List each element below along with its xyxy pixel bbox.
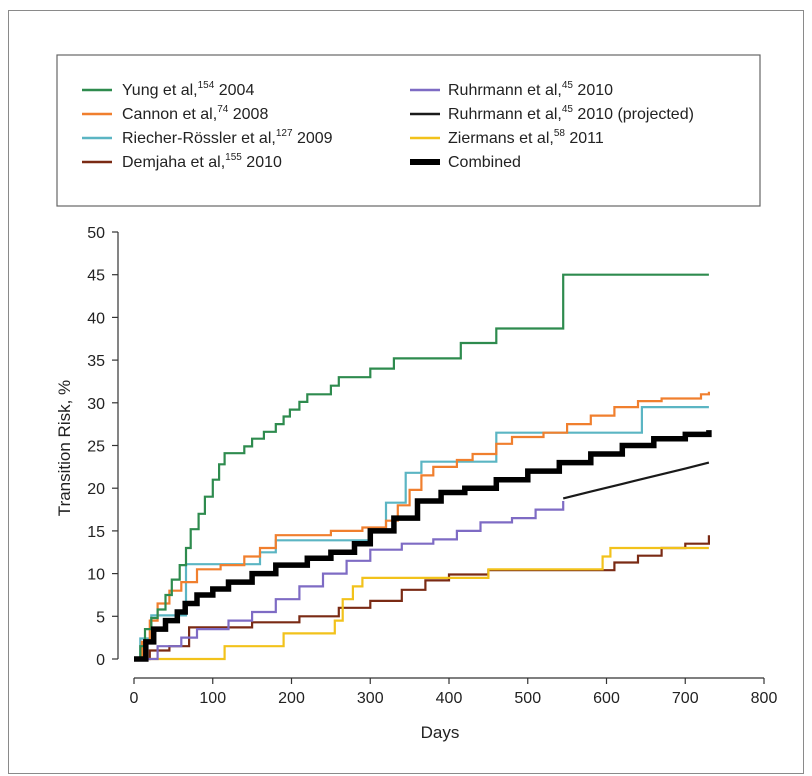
y-axis-title: Transition Risk, %: [55, 380, 74, 516]
legend-label: Riecher-Rössler et al,127 2009: [122, 128, 333, 147]
legend-label: Combined: [448, 154, 521, 171]
y-tick-label: 10: [87, 567, 105, 584]
series-line-4: [134, 501, 565, 661]
x-tick-label: 400: [436, 690, 463, 707]
series-line-7: [134, 430, 712, 662]
x-tick-label: 100: [199, 690, 226, 707]
y-tick-label: 40: [87, 310, 105, 327]
y-tick-label: 25: [87, 439, 105, 456]
x-tick-label: 600: [593, 690, 620, 707]
y-tick-label: 0: [96, 652, 105, 669]
series-layer: [134, 273, 712, 662]
x-tick-label: 200: [278, 690, 305, 707]
x-tick-label: 0: [130, 690, 139, 707]
x-tick-label: 500: [514, 690, 541, 707]
y-tick-label: 5: [96, 609, 105, 626]
legend-label: Cannon et al,74 2008: [122, 104, 268, 123]
series-line-1: [134, 391, 710, 661]
x-axis-title: Days: [421, 723, 460, 742]
x-tick-label: 700: [672, 690, 699, 707]
y-tick-label: 15: [87, 524, 105, 541]
y-tick-label: 45: [87, 268, 105, 285]
legend-label: Demjaha et al,155 2010: [122, 152, 282, 171]
series-line-6: [134, 546, 709, 661]
y-tick-label: 35: [87, 353, 105, 370]
y-tick-label: 50: [87, 225, 105, 242]
legend-label: Ziermans et al,58 2011: [448, 128, 604, 147]
x-tick-label: 800: [751, 690, 778, 707]
x-tick-label: 300: [357, 690, 384, 707]
legend: Yung et al,154 2004 Cannon et al,74 2008 R…: [82, 80, 694, 171]
legend-label: Ruhrmann et al,45 2010 (projected): [448, 104, 694, 123]
y-tick-label: 30: [87, 396, 105, 413]
series-line-5: [562, 461, 710, 500]
legend-label: Yung et al,154 2004: [122, 80, 254, 99]
series-line-0: [134, 273, 709, 661]
legend-label: Ruhrmann et al,45 2010: [448, 80, 613, 99]
legend-box: [56, 54, 761, 207]
figure-border: [8, 10, 804, 774]
series-line-3: [134, 535, 710, 661]
y-tick-label: 20: [87, 481, 105, 498]
